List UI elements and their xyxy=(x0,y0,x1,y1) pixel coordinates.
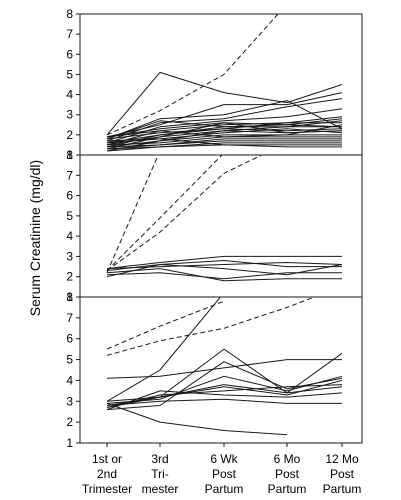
y-tick-label: 8 xyxy=(66,148,73,162)
series-line xyxy=(106,262,343,270)
y-tick-label: 1 xyxy=(66,290,73,304)
x-category-label: 1st or 2nd Trimester xyxy=(82,452,132,496)
y-tick-label: 8 xyxy=(66,7,73,21)
series-line xyxy=(106,268,342,282)
series-line-dashed xyxy=(106,155,159,273)
y-tick-label: 7 xyxy=(66,168,73,182)
panel-frame xyxy=(79,296,363,444)
series-line xyxy=(106,361,343,411)
series-line xyxy=(106,390,343,411)
series-line xyxy=(106,379,343,406)
series-line xyxy=(106,260,342,278)
series-line-dashed xyxy=(106,297,316,356)
y-tick-label: 1 xyxy=(66,148,73,162)
series-line xyxy=(106,122,343,146)
x-category-label: 6 Mo Post Partum xyxy=(268,452,307,496)
panel-1: 1 2 3 4 5 6 7 8 xyxy=(66,7,363,162)
series-line xyxy=(106,144,342,150)
x-category-label: 12 Mo Post Partum xyxy=(323,452,362,496)
y-tick-label: 7 xyxy=(66,311,73,325)
series-line-dashed xyxy=(106,300,225,350)
series-line xyxy=(106,142,342,152)
y-tick-label: 5 xyxy=(66,209,73,223)
x-category-labels: 1st or 2nd Trimester 3rd Tri-mester 6 Wk Post P… xyxy=(82,443,361,496)
y-tick-label: 3 xyxy=(66,108,73,122)
series-line xyxy=(106,108,343,144)
x-category-label: 3rd Tri-mester xyxy=(142,452,179,496)
series-line xyxy=(106,255,342,270)
y-tick-label: 2 xyxy=(66,128,73,142)
y-tick-label: 8 xyxy=(66,290,73,304)
y-axis-label: Serum Creatinine (mg/dl) xyxy=(27,160,43,316)
series-line-dashed xyxy=(106,155,263,272)
series-line xyxy=(106,140,342,150)
y-tick-label: 6 xyxy=(66,189,73,203)
y-tick-label: 3 xyxy=(66,249,73,263)
y-tick-label: 7 xyxy=(66,27,73,41)
series-line xyxy=(106,98,343,142)
panel-series xyxy=(106,155,343,282)
panel-series xyxy=(106,297,343,436)
y-tick-label: 5 xyxy=(66,353,73,367)
series-line xyxy=(106,118,343,138)
series-line xyxy=(106,122,342,146)
series-line xyxy=(106,384,343,408)
series-line xyxy=(106,100,343,140)
panel-3: 1 2 3 4 5 6 7 8 xyxy=(66,290,363,450)
y-tick-label: 2 xyxy=(66,270,73,284)
y-tick-label: 6 xyxy=(66,47,73,61)
panel-series xyxy=(106,14,343,152)
y-tick-label: 2 xyxy=(66,415,73,429)
y-tick-label: 4 xyxy=(66,88,73,102)
series-line xyxy=(106,134,342,152)
series-line xyxy=(106,71,343,136)
series-line xyxy=(106,124,343,138)
y-tick-label: 6 xyxy=(66,332,73,346)
y-tick-label: 4 xyxy=(66,229,73,243)
x-category-label: 6 Wk Post Partum xyxy=(205,452,244,496)
series-line xyxy=(106,402,288,436)
series-line xyxy=(106,138,342,148)
series-line xyxy=(106,272,342,280)
series-line xyxy=(106,120,343,148)
y-tick-label: 4 xyxy=(66,373,73,387)
series-line xyxy=(106,128,343,144)
series-line-dashed xyxy=(106,155,223,271)
series-line xyxy=(106,120,343,140)
series-line xyxy=(106,348,343,402)
panel-2: 1 2 3 4 5 6 7 8 xyxy=(66,148,363,304)
series-line xyxy=(106,297,222,402)
series-line xyxy=(106,116,343,144)
y-tick-label: 1 xyxy=(66,436,73,450)
y-tick-label: 5 xyxy=(66,67,73,81)
series-line xyxy=(106,384,343,408)
y-tick-label: 3 xyxy=(66,394,73,408)
series-line-dashed xyxy=(106,14,279,136)
series-line xyxy=(106,264,343,276)
series-line xyxy=(106,398,342,406)
series-line xyxy=(106,359,342,379)
